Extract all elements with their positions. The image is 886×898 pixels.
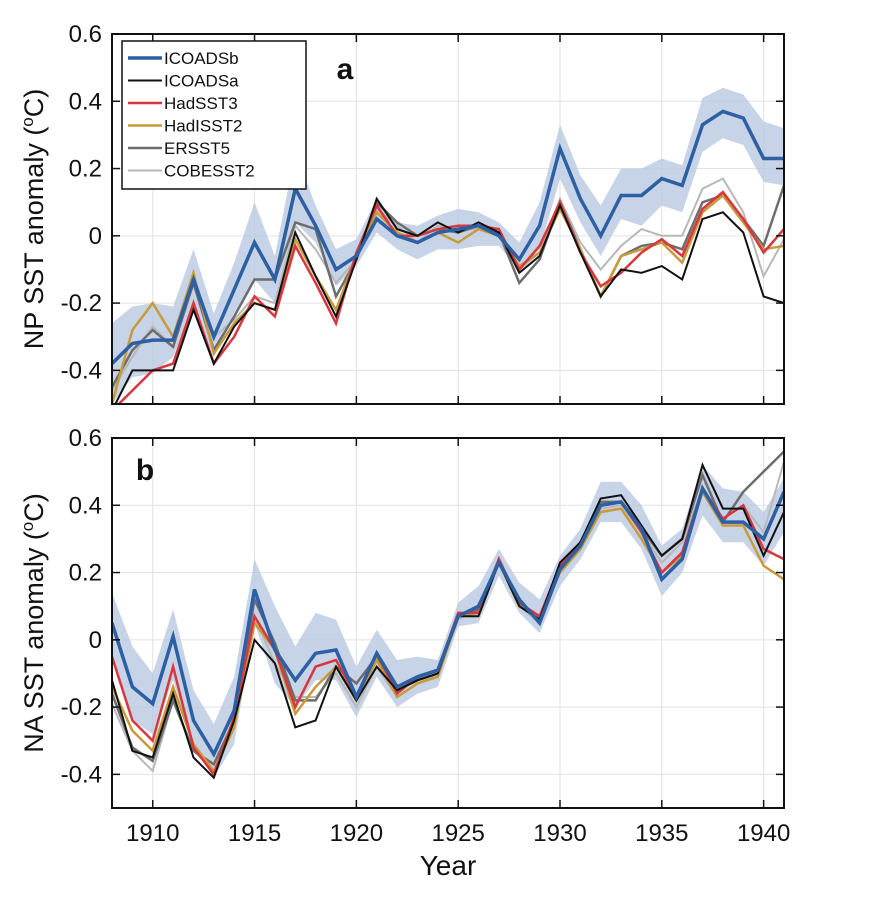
- y-tick-label: -0.4: [61, 357, 102, 384]
- y-tick-label: -0.2: [61, 694, 102, 721]
- axes-box: [111, 437, 785, 809]
- series-line-icoadsa: [114, 196, 784, 404]
- y-axis-label: NA SST anomaly (oC): [18, 493, 49, 753]
- panel-letter: b: [136, 454, 154, 487]
- series-line-hadisst2: [112, 193, 784, 404]
- y-tick-label: 0.2: [69, 156, 102, 183]
- x-tick-label: 1920: [330, 820, 383, 847]
- series-line-icoadsb: [112, 484, 784, 758]
- legend-label: ICOADSa: [164, 72, 239, 91]
- y-tick-label: 0.6: [69, 21, 102, 48]
- y-tick-label: -0.4: [61, 761, 102, 788]
- legend-label: COBESST2: [164, 162, 255, 181]
- y-axis-label-end: C): [19, 89, 49, 118]
- x-tick-label: 1940: [737, 820, 790, 847]
- legend-label: HadSST3: [164, 94, 238, 113]
- panel-a-npsst: -0.4 -0.2 0 0.2 0.4 0.6 NP SST anomaly (oC) a IC…: [18, 21, 785, 405]
- legend-label: HadISST2: [164, 117, 242, 136]
- panel-b-nasst: -0.4 -0.2 0 0.2 0.4 0.6 1910 1915 1920 1925 1930 19…: [18, 425, 790, 881]
- y-tick-label: 0.4: [69, 88, 102, 115]
- x-tick-label: 1915: [228, 820, 281, 847]
- data-layer: [112, 87, 784, 404]
- x-tick-label: 1910: [126, 820, 179, 847]
- y-tick-label: -0.2: [61, 290, 102, 317]
- y-axis-label-sup: o: [18, 522, 37, 531]
- uncertainty-band: [112, 87, 784, 404]
- y-axis-label: NP SST anomaly (oC): [18, 89, 49, 350]
- y-tick-label: 0.2: [69, 560, 102, 587]
- y-axis-label-end: C): [19, 493, 49, 522]
- uncertainty-band: [112, 464, 784, 778]
- x-tick-label: 1935: [635, 820, 688, 847]
- legend-box: [121, 40, 307, 190]
- y-axis-label-main: NP SST anomaly (: [19, 127, 49, 350]
- data-layer: [112, 450, 784, 780]
- series-line-ersst5: [112, 450, 784, 767]
- panel-letter: a: [337, 53, 354, 86]
- y-axis-label-sup: o: [18, 117, 37, 126]
- x-axis-label: Year: [420, 850, 477, 881]
- x-tick-label: 1930: [533, 820, 586, 847]
- y-tick-label: 0: [89, 627, 102, 654]
- y-tick-label: 0.6: [69, 425, 102, 452]
- x-tick-label: 1925: [431, 820, 484, 847]
- y-tick-label: 0.4: [69, 492, 102, 519]
- y-tick-label: 0: [89, 223, 102, 250]
- axes-box: [111, 33, 785, 405]
- legend-label: ERSST5: [164, 139, 230, 158]
- y-axis-label-main: NA SST anomaly (: [19, 531, 49, 753]
- legend-label: ICOADSb: [164, 49, 239, 68]
- series-line-icoadsb: [112, 109, 784, 365]
